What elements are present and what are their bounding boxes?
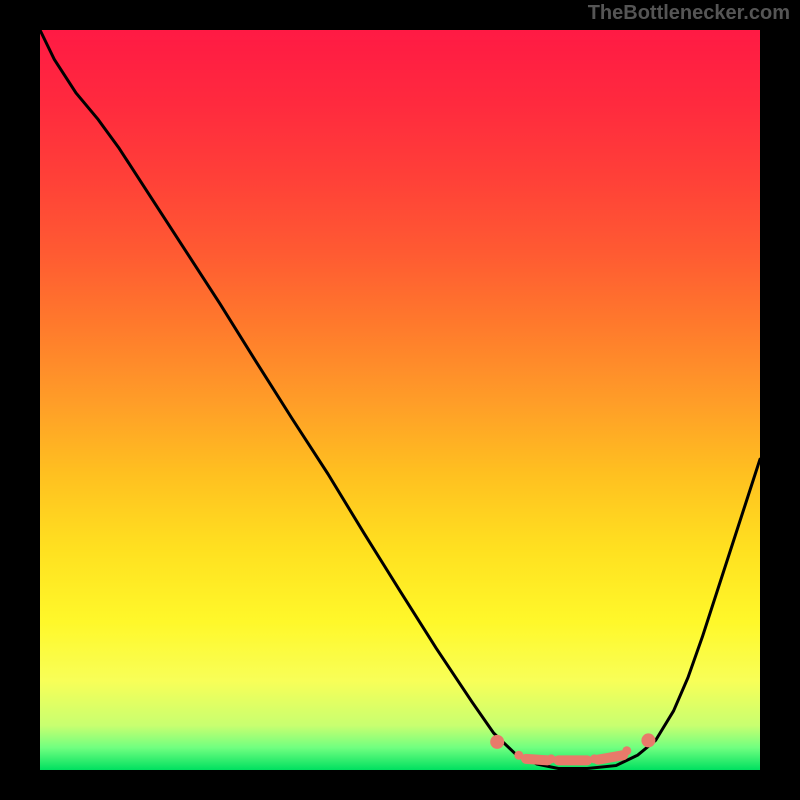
plot-background	[40, 30, 760, 770]
optimal-range-dot	[590, 754, 599, 763]
optimal-range-dash	[598, 755, 623, 759]
optimal-range-tick	[490, 735, 504, 749]
optimal-range-dot	[622, 746, 631, 755]
chart-canvas	[0, 0, 800, 800]
optimal-range-dot	[547, 754, 556, 763]
optimal-range-dash	[526, 759, 548, 760]
optimal-range-tick	[641, 733, 655, 747]
optimal-range-dot	[514, 751, 523, 760]
watermark-text: TheBottlenecker.com	[588, 2, 790, 25]
